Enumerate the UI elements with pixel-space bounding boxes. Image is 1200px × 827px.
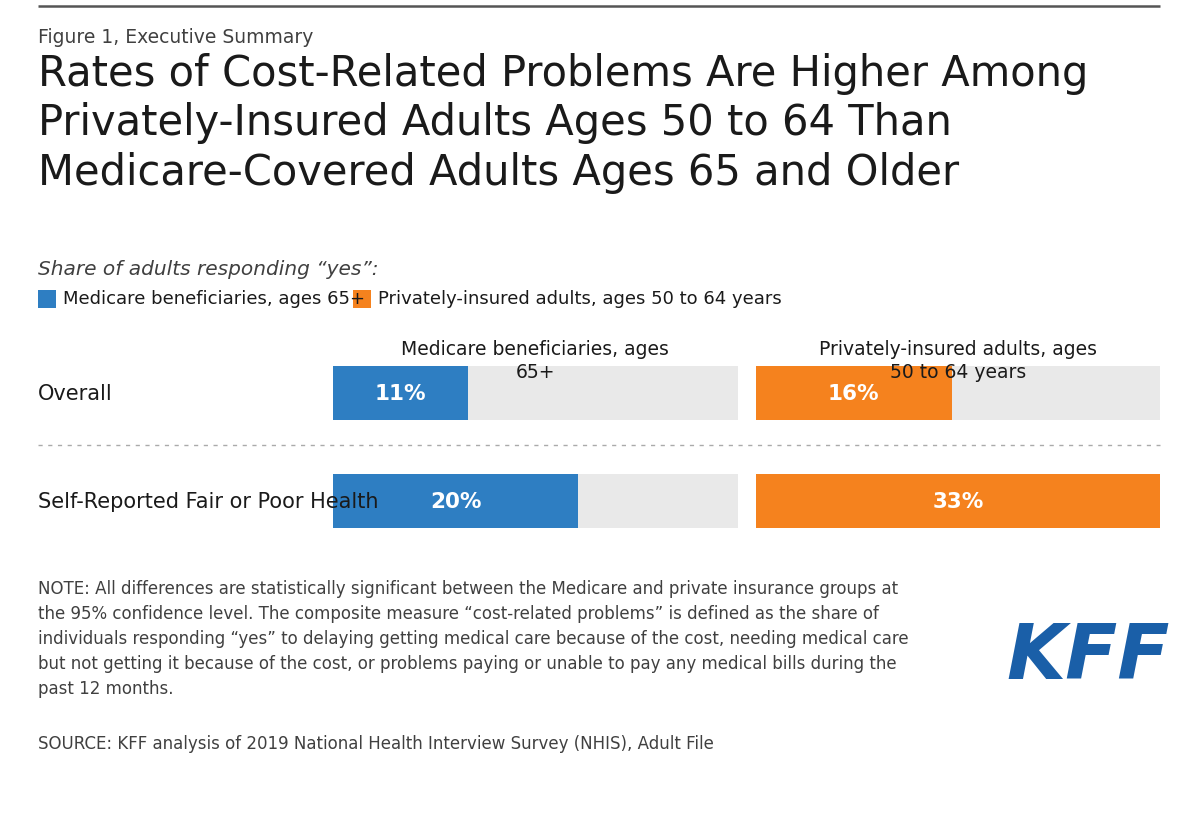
Bar bbox=[38, 290, 56, 308]
Text: 16%: 16% bbox=[828, 384, 880, 404]
Bar bbox=[353, 290, 371, 308]
Text: Overall: Overall bbox=[38, 384, 113, 404]
Text: Self-Reported Fair or Poor Health: Self-Reported Fair or Poor Health bbox=[38, 491, 378, 511]
Bar bbox=[334, 475, 578, 528]
Text: Rates of Cost-Related Problems Are Higher Among
Privately-Insured Adults Ages 50: Rates of Cost-Related Problems Are Highe… bbox=[38, 53, 1088, 194]
Text: KFF: KFF bbox=[1007, 620, 1170, 694]
Text: Medicare beneficiaries, ages 65+: Medicare beneficiaries, ages 65+ bbox=[64, 289, 365, 308]
Bar bbox=[334, 475, 738, 528]
Bar bbox=[756, 366, 952, 420]
Bar bbox=[756, 475, 1160, 528]
Text: NOTE: All differences are statistically significant between the Medicare and pri: NOTE: All differences are statistically … bbox=[38, 579, 908, 697]
Text: Privately-insured adults, ages
50 to 64 years: Privately-insured adults, ages 50 to 64 … bbox=[818, 340, 1097, 382]
Text: Medicare beneficiaries, ages
65+: Medicare beneficiaries, ages 65+ bbox=[401, 340, 670, 382]
Bar bbox=[756, 475, 1160, 528]
Bar bbox=[334, 366, 738, 420]
Text: 20%: 20% bbox=[430, 491, 481, 511]
Text: SOURCE: KFF analysis of 2019 National Health Interview Survey (NHIS), Adult File: SOURCE: KFF analysis of 2019 National He… bbox=[38, 734, 714, 752]
Bar bbox=[334, 366, 468, 420]
Text: Privately-insured adults, ages 50 to 64 years: Privately-insured adults, ages 50 to 64 … bbox=[378, 289, 781, 308]
Bar bbox=[756, 366, 1160, 420]
Text: Share of adults responding “yes”:: Share of adults responding “yes”: bbox=[38, 260, 378, 279]
Text: 11%: 11% bbox=[374, 384, 426, 404]
Text: 33%: 33% bbox=[932, 491, 983, 511]
Text: Figure 1, Executive Summary: Figure 1, Executive Summary bbox=[38, 28, 313, 47]
